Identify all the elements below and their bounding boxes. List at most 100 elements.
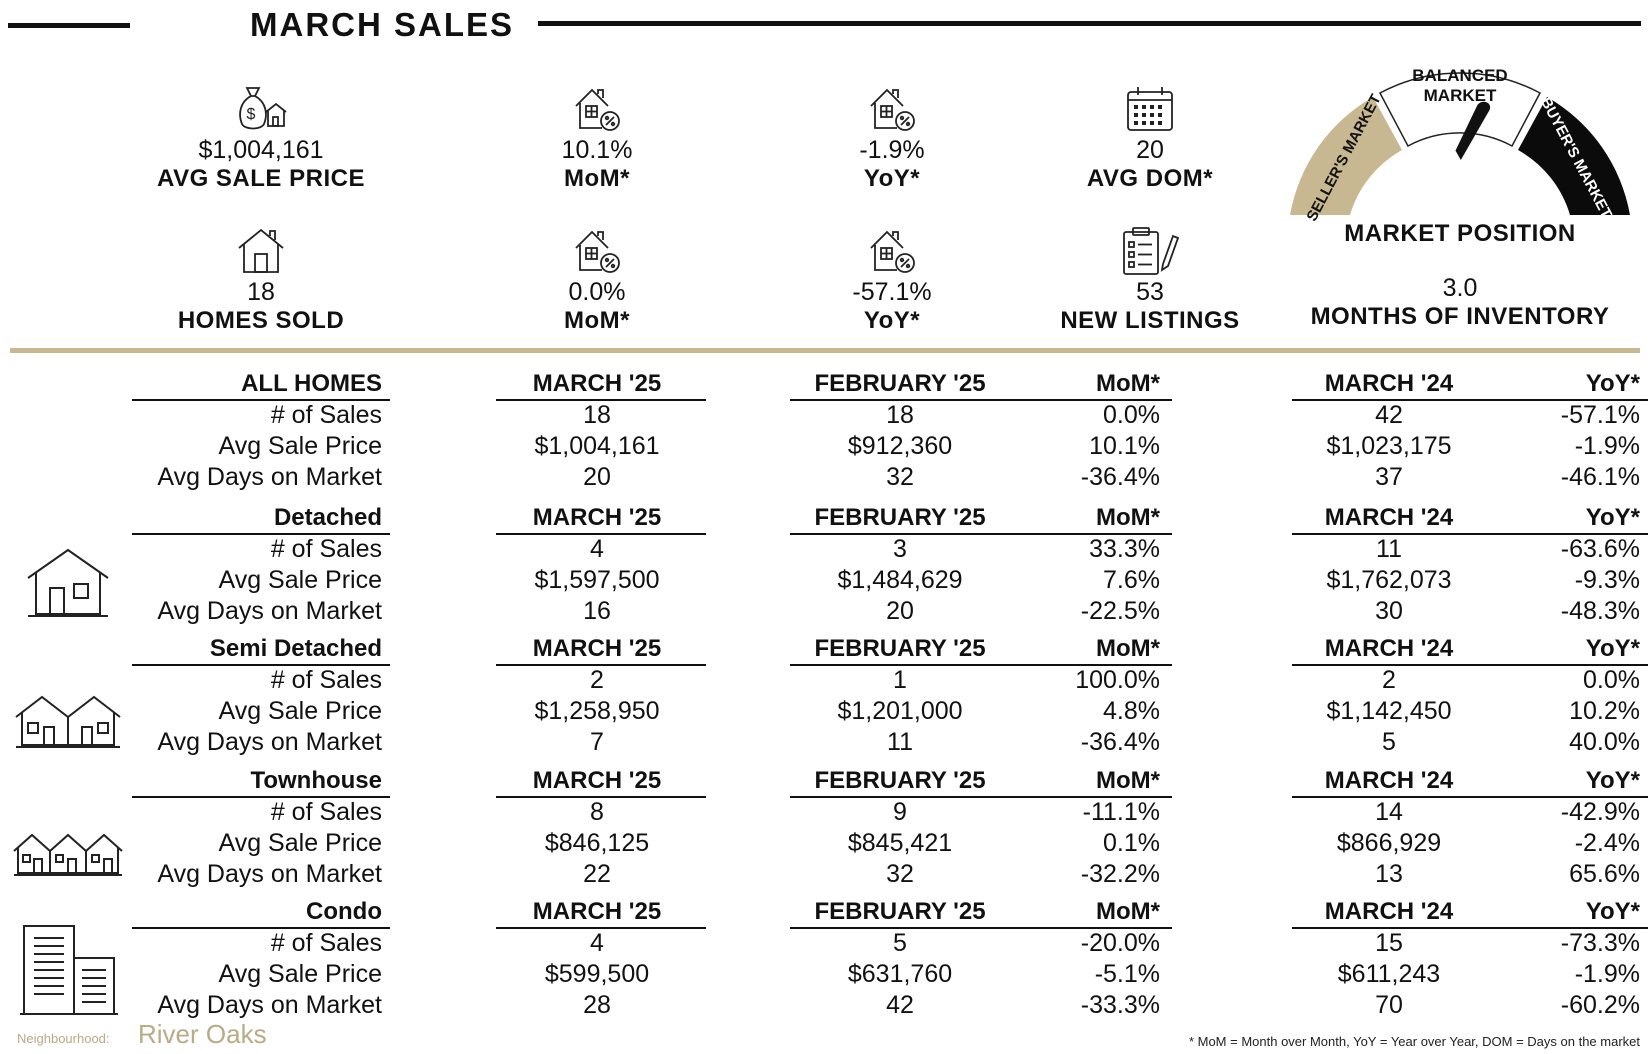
calendar-icon <box>1030 80 1270 134</box>
cell-yoy: -60.2% <box>1560 991 1640 1019</box>
row-label: Avg Sale Price <box>218 697 382 725</box>
cell-m24: 37 <box>1375 463 1403 491</box>
cell-f25: 1 <box>893 666 907 694</box>
cell-mom: 10.1% <box>1089 432 1160 460</box>
kpi-label: AVG DOM* <box>1086 165 1214 192</box>
cell-m25: 4 <box>590 535 604 563</box>
cell-f25: 18 <box>886 401 914 429</box>
kpi-value: 18 <box>247 278 275 306</box>
table-row: Avg Days on Market 22 32 -32.2% 13 65.6% <box>0 860 1650 891</box>
table-row: # of Sales 2 1 100.0% 2 0.0% <box>0 666 1650 697</box>
row-label: # of Sales <box>270 535 382 563</box>
kpi-avg-sale-price: $ $1,004,161 AVG SALE PRICE <box>141 80 381 193</box>
cell-mom: -32.2% <box>1080 860 1160 888</box>
kpi-label: HOMES SOLD <box>177 307 345 334</box>
header-underline <box>1292 533 1648 535</box>
cell-yoy: -1.9% <box>1574 432 1640 460</box>
table-row: Avg Days on Market 7 11 -36.4% 5 40.0% <box>0 728 1650 759</box>
row-label: Avg Days on Market <box>157 463 382 491</box>
buyers-segment <box>1518 97 1630 215</box>
cell-f25: $912,360 <box>847 432 953 460</box>
section-title: Semi Detached <box>209 635 382 662</box>
cell-mom: -36.4% <box>1080 728 1160 756</box>
kpi-label: YoY* <box>863 165 921 192</box>
section-title: Condo <box>306 898 382 925</box>
kpi-value: -1.9% <box>859 136 925 164</box>
column-header-f25: FEBRUARY '25 <box>814 898 986 925</box>
cell-yoy: -42.9% <box>1560 798 1640 826</box>
cell-m25: $1,004,161 <box>534 432 660 460</box>
column-header-f25: FEBRUARY '25 <box>814 635 986 662</box>
row-label: # of Sales <box>270 401 382 429</box>
cell-m25: 16 <box>583 597 611 625</box>
header-underline <box>790 533 1172 535</box>
kpi-value: $1,004,161 <box>198 136 324 164</box>
column-header-m25: MARCH '25 <box>532 370 662 397</box>
column-header-yoy: YoY* <box>1585 767 1640 794</box>
kpi-yoy-price: -1.9% YoY* <box>772 80 1012 193</box>
cell-f25: 20 <box>886 597 914 625</box>
row-label: Avg Sale Price <box>218 432 382 460</box>
section-title: Detached <box>273 504 382 531</box>
cell-m24: 2 <box>1382 666 1396 694</box>
kpi-value: 10.1% <box>561 136 633 164</box>
kpi-label: MoM* <box>564 307 630 334</box>
cell-yoy: 40.0% <box>1569 728 1640 756</box>
cell-yoy: -1.9% <box>1574 960 1640 988</box>
section-divider <box>10 348 1640 353</box>
kpi-avg-dom: 20 AVG DOM* <box>1030 80 1270 193</box>
cell-mom: -36.4% <box>1080 463 1160 491</box>
cell-mom: 100.0% <box>1075 666 1160 694</box>
header-underline <box>496 927 706 929</box>
semi-detached-house-icon <box>15 695 121 748</box>
cell-f25: $1,201,000 <box>837 697 963 725</box>
row-label: Avg Days on Market <box>157 991 382 1019</box>
cell-yoy: -63.6% <box>1560 535 1640 563</box>
kpi-new-listings: 53 NEW LISTINGS <box>1030 222 1270 335</box>
cell-mom: -22.5% <box>1080 597 1160 625</box>
table-row: # of Sales 8 9 -11.1% 14 -42.9% <box>0 798 1650 829</box>
house-percent-icon <box>772 222 1012 276</box>
table-row: Avg Sale Price $1,004,161 $912,360 10.1% $1,… <box>0 432 1650 463</box>
cell-mom: 33.3% <box>1089 535 1160 563</box>
column-header-mom: MoM* <box>1096 898 1160 925</box>
cell-f25: 32 <box>886 463 914 491</box>
section-title: ALL HOMES <box>241 370 382 397</box>
market-position-label: MARKET POSITION <box>1344 220 1576 247</box>
column-header-mom: MoM* <box>1096 635 1160 662</box>
cell-mom: -20.0% <box>1080 929 1160 957</box>
cell-m25: 20 <box>583 463 611 491</box>
townhouse-icon <box>13 833 123 876</box>
cell-yoy: -2.4% <box>1574 829 1640 857</box>
column-header-m25: MARCH '25 <box>532 898 662 925</box>
column-header-f25: FEBRUARY '25 <box>814 370 986 397</box>
cell-f25: 9 <box>893 798 907 826</box>
cell-mom: -11.1% <box>1082 798 1160 826</box>
row-label: # of Sales <box>270 666 382 694</box>
cell-yoy: -48.3% <box>1560 597 1640 625</box>
cell-f25: $631,760 <box>847 960 953 988</box>
cell-f25: $1,484,629 <box>837 566 963 594</box>
cell-m25: 8 <box>590 798 604 826</box>
header-underline <box>790 664 1172 666</box>
header-underline <box>790 796 1172 798</box>
table-row: Avg Sale Price $1,258,950 $1,201,000 4.8% $1… <box>0 697 1650 728</box>
column-header-mom: MoM* <box>1096 767 1160 794</box>
sellers-segment <box>1290 97 1402 215</box>
house-percent-icon <box>477 80 717 134</box>
header-underline <box>1292 796 1648 798</box>
header-underline <box>132 399 390 401</box>
cell-yoy: -73.3% <box>1560 929 1640 957</box>
column-header-m25: MARCH '25 <box>532 635 662 662</box>
cell-m25: $599,500 <box>544 960 650 988</box>
column-header-m25: MARCH '25 <box>532 767 662 794</box>
table-row: Avg Sale Price $599,500 $631,760 -5.1% $611,… <box>0 960 1650 991</box>
column-header-yoy: YoY* <box>1585 898 1640 925</box>
clipboard-pencil-icon <box>1030 222 1270 276</box>
house-percent-icon <box>477 222 717 276</box>
header-underline <box>1292 399 1648 401</box>
kpi-label: AVG SALE PRICE <box>157 165 365 192</box>
cell-m24: 13 <box>1375 860 1403 888</box>
header-underline <box>132 533 390 535</box>
column-header-mom: MoM* <box>1096 370 1160 397</box>
